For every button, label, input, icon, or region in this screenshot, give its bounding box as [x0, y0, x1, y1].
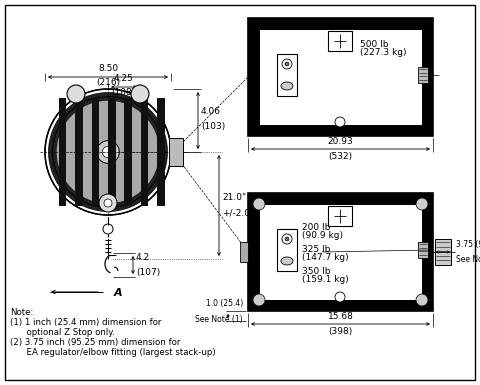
Text: EA regulator/elbow fitting (largest stack-up): EA regulator/elbow fitting (largest stac… [10, 348, 216, 357]
Circle shape [282, 59, 292, 69]
Text: (398): (398) [328, 327, 353, 336]
Circle shape [104, 199, 112, 207]
Text: 325 lb: 325 lb [302, 245, 330, 254]
Ellipse shape [281, 82, 293, 90]
Text: +/-2.0": +/-2.0" [222, 209, 254, 218]
Bar [141, 99, 148, 206]
Text: A: A [114, 288, 122, 298]
Bar [259, 204, 422, 300]
Bar [435, 239, 451, 265]
Text: (532): (532) [328, 152, 353, 161]
Text: (1) 1 inch (25.4 mm) dimension for: (1) 1 inch (25.4 mm) dimension for [10, 318, 161, 327]
Text: (147.7 kg): (147.7 kg) [302, 253, 348, 262]
Circle shape [253, 198, 265, 210]
Text: 20.93: 20.93 [328, 137, 353, 146]
Text: 200 lb: 200 lb [302, 223, 330, 232]
Bar [248, 18, 433, 136]
Text: 350 lb: 350 lb [302, 267, 331, 276]
Circle shape [102, 146, 114, 158]
Bar [59, 99, 66, 206]
Text: 4.25: 4.25 [114, 74, 134, 83]
Bar [328, 31, 352, 51]
Bar [277, 229, 297, 271]
Text: 15.68: 15.68 [327, 312, 353, 321]
Text: (108): (108) [112, 88, 136, 97]
Circle shape [103, 224, 113, 234]
Text: 21.0": 21.0" [222, 192, 246, 201]
Text: 4.2: 4.2 [136, 253, 150, 262]
Text: (90.9 kg): (90.9 kg) [302, 231, 343, 240]
Text: 3.75 (95): 3.75 (95) [456, 240, 480, 249]
Circle shape [416, 198, 428, 210]
Circle shape [48, 92, 168, 212]
Bar [248, 193, 433, 311]
Text: (159.1 kg): (159.1 kg) [302, 275, 349, 284]
Circle shape [335, 117, 345, 127]
Bar [169, 138, 183, 166]
Text: (103): (103) [201, 122, 225, 132]
Circle shape [282, 234, 292, 244]
Circle shape [285, 237, 289, 241]
Circle shape [53, 97, 163, 208]
Circle shape [335, 292, 345, 302]
Text: optional Z Stop only.: optional Z Stop only. [10, 328, 115, 337]
Text: 8.50: 8.50 [98, 64, 118, 73]
Bar [418, 242, 428, 258]
Bar [108, 99, 116, 206]
Bar [240, 242, 248, 262]
Text: (107): (107) [136, 268, 160, 277]
Bar [418, 67, 428, 83]
Circle shape [96, 141, 120, 163]
Bar [277, 54, 297, 96]
Text: 500 lb: 500 lb [360, 40, 388, 49]
Circle shape [131, 85, 149, 103]
Bar [75, 99, 83, 206]
Text: (216): (216) [96, 78, 120, 87]
Bar [124, 99, 132, 206]
Bar [157, 99, 165, 206]
Ellipse shape [281, 257, 293, 265]
Circle shape [99, 194, 117, 212]
Bar [92, 99, 99, 206]
Bar [259, 29, 422, 125]
Circle shape [253, 294, 265, 306]
Circle shape [416, 294, 428, 306]
Text: (2) 3.75 inch (95.25 mm) dimension for: (2) 3.75 inch (95.25 mm) dimension for [10, 338, 180, 347]
Text: 4.06: 4.06 [201, 107, 221, 117]
Circle shape [67, 85, 85, 103]
Circle shape [285, 62, 289, 66]
Text: Note:: Note: [10, 308, 34, 317]
Text: See Note (2): See Note (2) [456, 255, 480, 264]
Text: (227.3 kg): (227.3 kg) [360, 48, 407, 57]
Text: See Note (1): See Note (1) [195, 315, 243, 324]
Bar [328, 206, 352, 226]
Text: 1.0 (25.4): 1.0 (25.4) [206, 299, 243, 308]
